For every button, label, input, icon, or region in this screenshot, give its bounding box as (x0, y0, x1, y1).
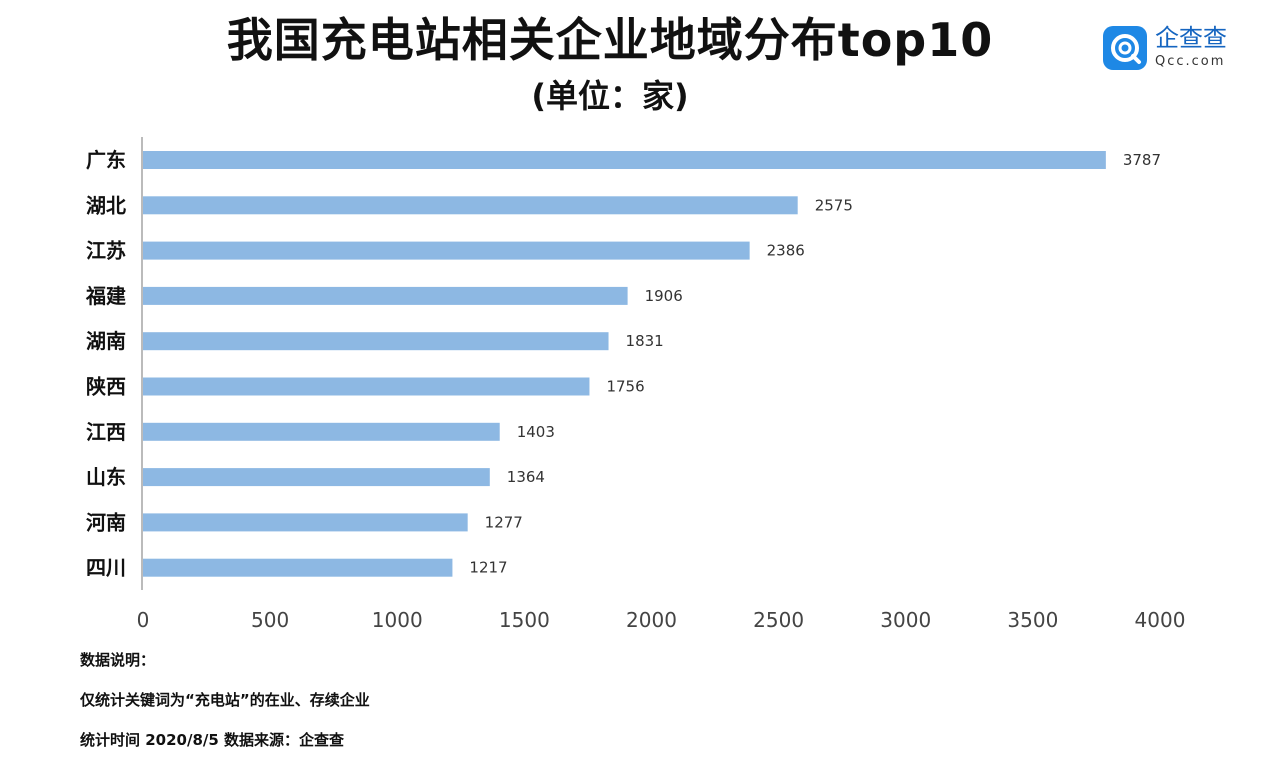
value-label-2: 2386 (767, 242, 805, 260)
bar-5 (143, 377, 590, 396)
value-labels: 3787 2575 2386 1906 1831 1756 1403 1364 1277 1217 (469, 151, 1161, 577)
x-tick-label-2: 1000 (372, 608, 423, 632)
value-label-7: 1364 (507, 468, 545, 486)
value-label-5: 1756 (606, 378, 644, 396)
bar-8 (143, 513, 468, 532)
x-tick-label-3: 1500 (499, 608, 550, 632)
x-tick-label-4: 2000 (626, 608, 677, 632)
x-tick-label-8: 4000 (1135, 608, 1186, 632)
x-tick-label-1: 500 (251, 608, 289, 632)
value-label-4: 1831 (626, 332, 664, 350)
qcc-logo-icon (1103, 26, 1147, 70)
value-label-0: 3787 (1123, 151, 1161, 169)
bar-6 (143, 422, 500, 441)
notes-line-2: 统计时间 2020/8/5 数据来源：企查查 (80, 731, 345, 749)
bar-9 (143, 558, 453, 577)
logo-brand: 企查查 (1155, 24, 1227, 52)
category-label-0: 广东 (86, 148, 126, 172)
chart-subtitle: (单位：家) (531, 77, 689, 115)
category-label-3: 福建 (85, 284, 126, 308)
x-tick-label-6: 3000 (880, 608, 931, 632)
bar-1 (143, 196, 798, 215)
category-label-9: 四川 (86, 556, 126, 580)
value-label-8: 1277 (485, 513, 523, 531)
qcc-logo: 企查查 Qcc.com (1103, 24, 1243, 74)
bar-4 (143, 332, 609, 351)
value-label-3: 1906 (645, 287, 683, 305)
x-tick-label-5: 2500 (753, 608, 804, 632)
category-label-2: 江苏 (86, 239, 126, 263)
data-notes: 数据说明： 仅统计关键词为“充电站”的在业、存续企业 统计时间 2020/8/5… (80, 650, 370, 750)
notes-heading: 数据说明： (80, 651, 156, 669)
notes-line-1: 仅统计关键词为“充电站”的在业、存续企业 (80, 691, 370, 709)
category-label-5: 陕西 (86, 375, 126, 399)
x-axis-ticks: 0 500 1000 1500 2000 2500 3000 3500 4000 (137, 608, 1186, 632)
category-label-8: 河南 (86, 510, 126, 534)
value-label-6: 1403 (517, 423, 555, 441)
bar-7 (143, 468, 490, 487)
bar-3 (143, 286, 628, 305)
value-label-1: 2575 (815, 196, 853, 214)
x-tick-label-0: 0 (137, 608, 150, 632)
value-label-9: 1217 (469, 559, 507, 577)
bar-0 (143, 151, 1106, 169)
chart-title: 我国充电站相关企业地域分布top10 (226, 13, 994, 67)
bars-group (143, 151, 1106, 577)
category-label-1: 湖北 (86, 193, 126, 217)
x-tick-label-7: 3500 (1007, 608, 1058, 632)
category-label-4: 湖南 (86, 329, 126, 353)
logo-domain: Qcc.com (1155, 54, 1226, 69)
category-label-7: 山东 (86, 465, 126, 489)
category-label-6: 江西 (86, 420, 126, 444)
bar-2 (143, 241, 750, 260)
